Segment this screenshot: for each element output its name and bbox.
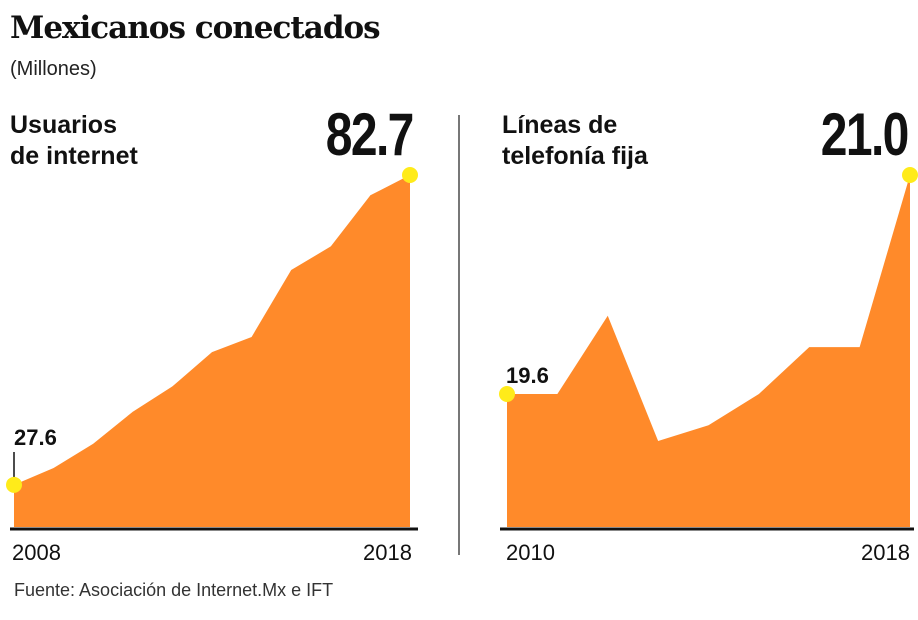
- start-value-label: 19.6: [506, 363, 549, 388]
- x-tick-label: 2018: [363, 540, 412, 565]
- chart-title: Mexicanos conectados: [10, 10, 381, 46]
- x-tick-label: 2018: [861, 540, 910, 565]
- start-value-label: 27.6: [14, 425, 57, 450]
- panel-title-telefonia: Líneas de telefonía fija: [502, 110, 648, 172]
- x-tick-label: 2010: [506, 540, 555, 565]
- x-tick-label: 2008: [12, 540, 61, 565]
- panel-title-internet: Usuarios de internet: [10, 110, 138, 172]
- start-marker: [6, 476, 22, 493]
- area-series: [14, 175, 410, 527]
- end-value-telefonia: 21.0: [820, 101, 910, 168]
- panel-title-line: de internet: [10, 142, 138, 170]
- end-value-internet: 82.7: [325, 101, 415, 168]
- panel-title-line: Usuarios: [10, 111, 117, 139]
- chart-subtitle: (Millones): [10, 58, 97, 80]
- area-series: [507, 175, 910, 527]
- panel-title-line: Líneas de: [502, 111, 618, 139]
- end-marker: [402, 167, 418, 183]
- source-note: Fuente: Asociación de Internet.Mx e IFT: [14, 580, 334, 600]
- end-marker: [902, 167, 918, 183]
- start-marker: [499, 386, 515, 403]
- panel-title-line: telefonía fija: [502, 142, 648, 170]
